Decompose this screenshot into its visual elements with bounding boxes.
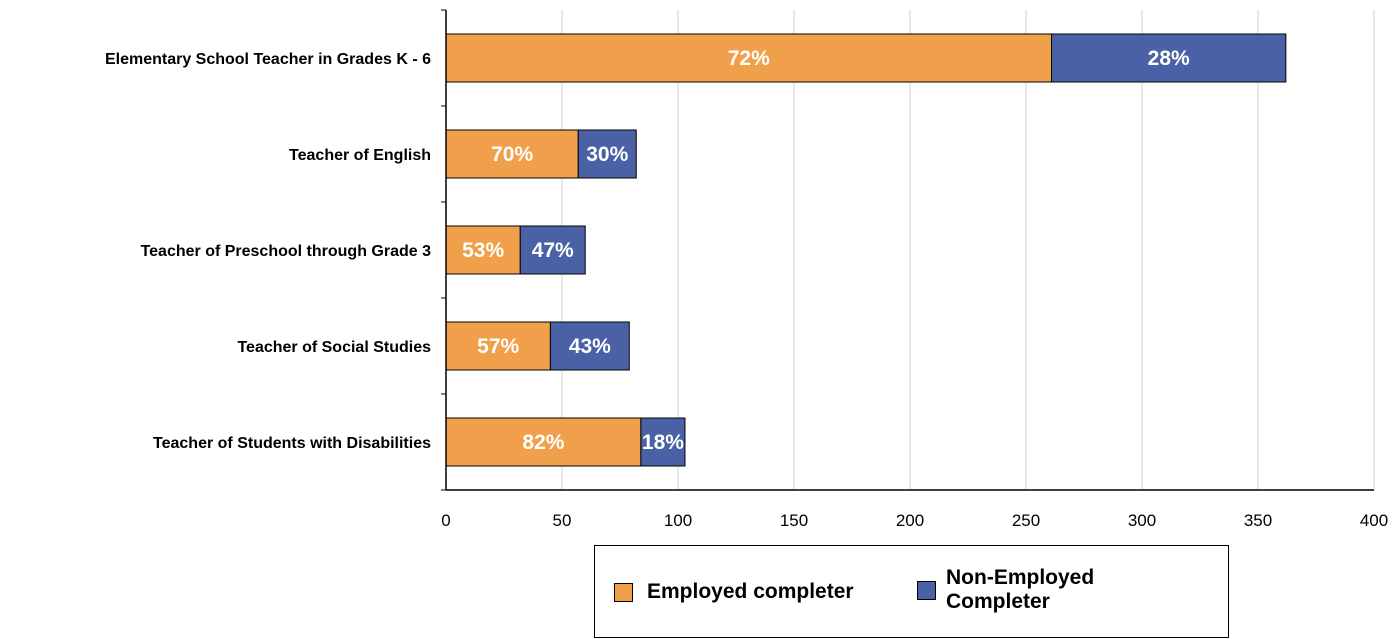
legend-item-non-employed: Non-Employed Completer — [917, 566, 1146, 614]
data-label: 18% — [642, 431, 684, 454]
bar-segment-non-employed — [549, 321, 630, 371]
x-tick-label: 50 — [553, 511, 572, 530]
data-label: 70% — [491, 143, 533, 166]
data-label: 28% — [1148, 47, 1190, 70]
bar-segment-employed — [445, 417, 642, 467]
axes — [441, 9, 1374, 491]
data-label: 47% — [532, 239, 574, 262]
legend: Employed completer Non-Employed Complete… — [594, 545, 1229, 638]
category-label: Elementary School Teacher in Grades K - … — [105, 51, 431, 68]
labels: 0 50 100 150 200 250 300 350 400 72% 28% Elementary… — [105, 47, 1388, 530]
x-tick-label: 150 — [780, 511, 808, 530]
category-label: Teacher of Students with Disabilities — [153, 435, 431, 452]
data-label: 30% — [586, 143, 628, 166]
data-label: 72% — [728, 47, 770, 70]
category-label: Teacher of Social Studies — [237, 339, 431, 356]
bar-segment-non-employed — [1051, 33, 1287, 83]
legend-swatch-employed — [614, 582, 633, 602]
gridlines — [561, 10, 1375, 490]
bar-segment-non-employed — [519, 225, 586, 275]
data-label: 43% — [569, 335, 611, 358]
legend-label-non-employed: Non-Employed Completer — [946, 566, 1095, 613]
x-tick-label: 250 — [1012, 511, 1040, 530]
data-label: 82% — [522, 431, 564, 454]
x-tick-label: 350 — [1244, 511, 1272, 530]
x-tick-label: 0 — [441, 511, 450, 530]
legend-swatch-non-employed — [917, 580, 936, 600]
bar-segment-employed — [445, 321, 551, 371]
category-label: Teacher of Preschool through Grade 3 — [141, 243, 432, 260]
bars — [445, 33, 1287, 467]
x-tick-label: 100 — [664, 511, 692, 530]
legend-label-employed: Employed completer — [647, 580, 854, 603]
legend-item-employed: Employed completer — [614, 580, 854, 604]
x-tick-label: 200 — [896, 511, 924, 530]
stacked-bar-chart: 0 50 100 150 200 250 300 350 400 72% 28% Elementary… — [105, 9, 1388, 530]
data-label: 57% — [477, 335, 519, 358]
data-label: 53% — [462, 239, 504, 262]
bar-segment-non-employed — [640, 417, 686, 467]
x-tick-label: 300 — [1128, 511, 1156, 530]
bar-segment-non-employed — [577, 129, 637, 179]
x-tick-label: 400 — [1360, 511, 1388, 530]
category-label: Teacher of English — [289, 147, 431, 164]
